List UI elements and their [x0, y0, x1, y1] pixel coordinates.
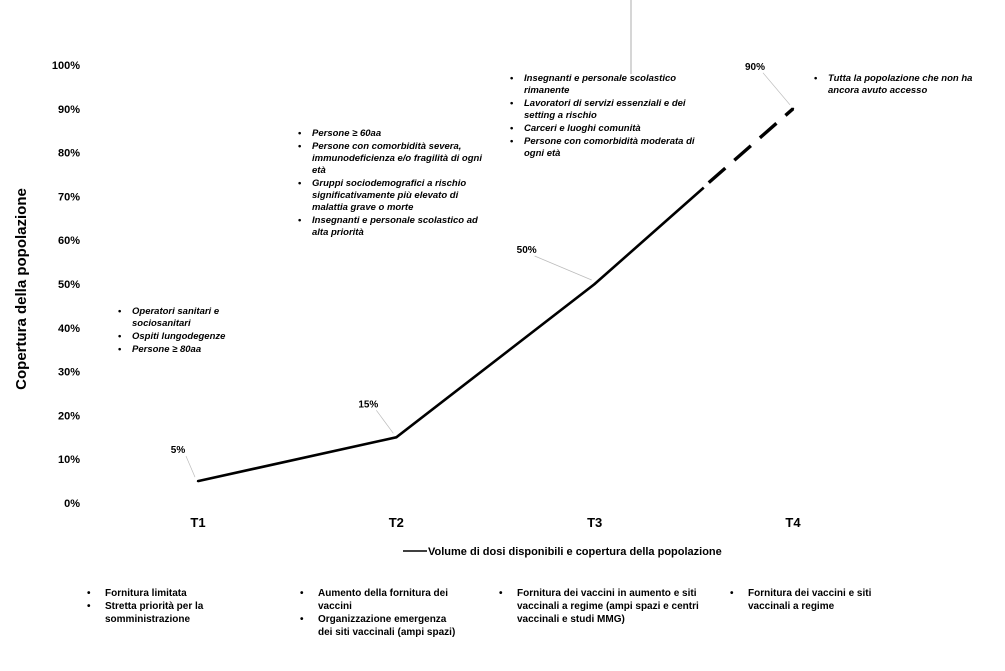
x-category-label: T4: [785, 515, 801, 530]
phase-t2: Aumento della fornitura dei vaccini Orga…: [298, 587, 458, 639]
annotation-t2: Persone ≥ 60aa Persone con comorbidità s…: [288, 128, 483, 240]
annotation-item: Persone con comorbidità moderata di ogni…: [510, 136, 710, 160]
data-label-leader: [762, 72, 791, 106]
annotation-item: Persone ≥ 80aa: [118, 344, 278, 356]
data-label: 15%: [358, 399, 378, 410]
annotation-item: Tutta la popolazione che non ha ancora a…: [814, 73, 999, 97]
series-line-solid: [197, 186, 705, 483]
y-tick-label: 0%: [64, 498, 80, 510]
data-label: 50%: [517, 245, 537, 256]
x-category-label: T3: [587, 515, 602, 530]
annotation-item: Gruppi sociodemografici a rischio signif…: [298, 178, 483, 214]
data-label-leader: [376, 410, 394, 434]
phase-item: Fornitura limitata: [85, 587, 250, 600]
phase-item: Fornitura dei vaccini e siti vaccinali a…: [728, 587, 913, 613]
y-axis-label: Copertura della popolazione: [13, 188, 30, 390]
annotation-item: Ospiti lungodegenze: [118, 331, 278, 343]
data-point: [196, 479, 200, 483]
y-tick-label: 70%: [58, 191, 80, 203]
y-tick-label: 40%: [58, 323, 80, 335]
annotation-t1: Operatori sanitari e sociosanitari Ospit…: [108, 306, 278, 357]
annotation-item: Lavoratori di servizi essenziali e dei s…: [510, 98, 710, 122]
data-label: 5%: [171, 445, 186, 456]
data-label-leader: [185, 455, 196, 478]
data-label-leaders: [185, 72, 791, 478]
phase-item: Stretta priorità per la somministrazione: [85, 600, 250, 626]
data-labels: 5% 15% 50% 90%: [171, 62, 765, 456]
annotation-item: Insegnanti e personale scolastico ad alt…: [298, 215, 483, 239]
y-tick-label: 10%: [58, 454, 80, 466]
data-point: [593, 282, 596, 286]
legend-label: Volume di dosi disponibili e copertura d…: [428, 546, 722, 558]
y-tick-label: 90%: [58, 104, 80, 116]
phase-item: Aumento della fornitura dei vaccini: [298, 587, 458, 613]
phase-item: Organizzazione emergenza dei siti vaccin…: [298, 613, 458, 639]
series-layer: [196, 107, 795, 483]
data-point: [791, 107, 795, 111]
series-line-dashed: [707, 107, 795, 184]
y-axis-ticks: 0% 10% 20% 30% 40% 50% 60% 70% 80% 90% 100%: [52, 60, 80, 510]
phase-t1: Fornitura limitata Stretta priorità per …: [85, 587, 250, 626]
y-tick-label: 20%: [58, 410, 80, 422]
y-tick-label: 100%: [52, 60, 80, 72]
phase-item: Fornitura dei vaccini in aumento e siti …: [497, 587, 702, 626]
annotation-item: Carceri e luoghi comunità: [510, 123, 710, 135]
data-label-leader: [534, 255, 592, 281]
y-tick-label: 80%: [58, 148, 80, 160]
data-label: 90%: [745, 62, 765, 73]
annotation-item: Persone con comorbidità severa, immunode…: [298, 141, 483, 177]
y-tick-label: 50%: [58, 279, 80, 291]
x-category-label: T2: [389, 515, 404, 530]
y-tick-label: 60%: [58, 235, 80, 247]
annotation-item: Persone ≥ 60aa: [298, 128, 483, 140]
x-axis-categories: T1 T2 T3 T4: [190, 515, 801, 530]
annotation-item: Insegnanti e personale scolastico rimane…: [510, 73, 710, 97]
y-tick-label: 30%: [58, 367, 80, 379]
annotation-t4: Tutta la popolazione che non ha ancora a…: [804, 73, 999, 98]
phase-t3: Fornitura dei vaccini in aumento e siti …: [497, 587, 702, 626]
annotation-item: Operatori sanitari e sociosanitari: [118, 306, 278, 330]
phase-t4: Fornitura dei vaccini e siti vaccinali a…: [728, 587, 913, 613]
annotation-t3: Insegnanti e personale scolastico rimane…: [500, 73, 710, 161]
data-point: [395, 436, 398, 439]
x-category-label: T1: [190, 515, 205, 530]
legend: Volume di dosi disponibili e copertura d…: [403, 546, 722, 558]
